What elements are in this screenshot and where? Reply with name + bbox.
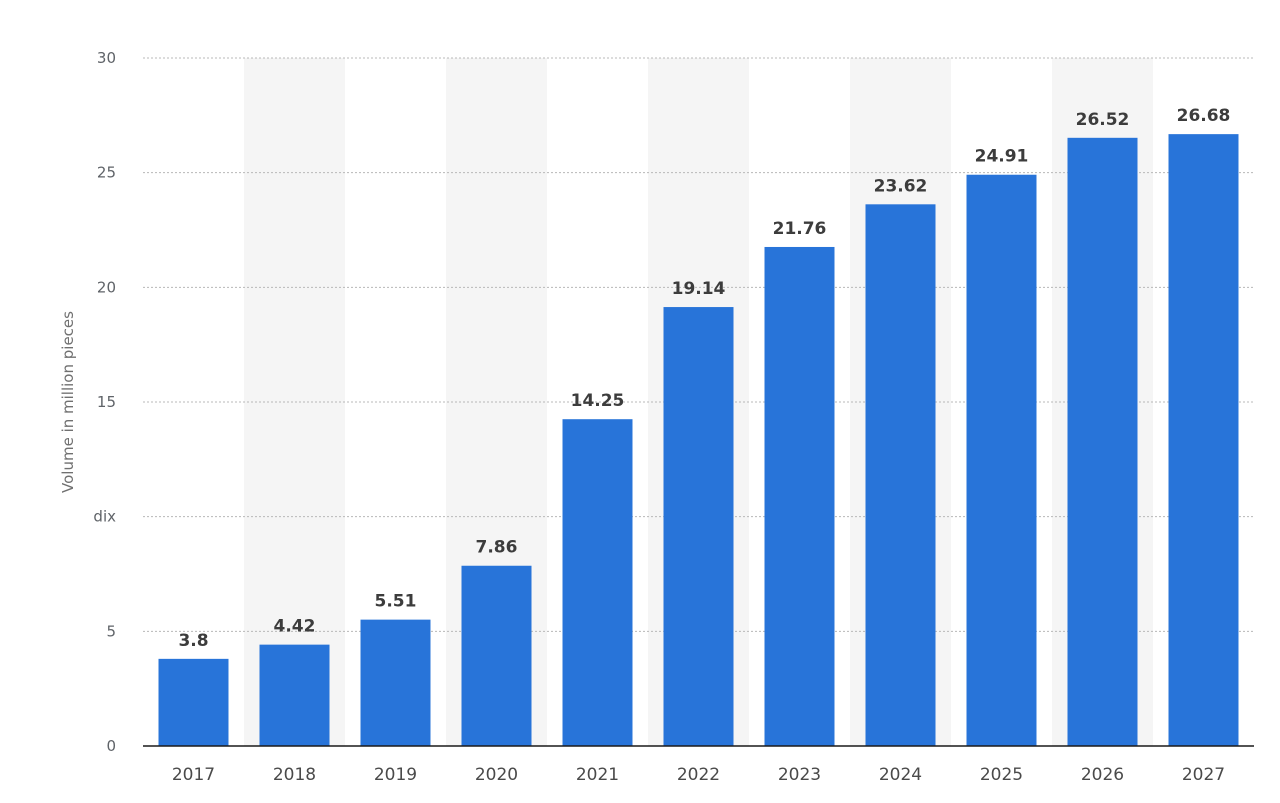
value-label-2020: 7.86 <box>476 538 518 558</box>
x-tick-label: 2020 <box>475 765 518 785</box>
bar-2017 <box>158 658 229 746</box>
value-label-2022: 19.14 <box>672 279 726 299</box>
value-label-2026: 26.52 <box>1076 110 1130 130</box>
bars: 3.8 4.42 5.51 7.86 14.25 19.14 21.76 23.62 24.91… <box>158 106 1239 747</box>
y-tick-label: 20 <box>97 278 116 296</box>
y-tick-label: 5 <box>106 622 116 640</box>
y-tick-label: 0 <box>106 737 116 755</box>
value-label-2024: 23.62 <box>874 176 928 196</box>
x-tick-label: 2021 <box>576 765 619 785</box>
x-tick-label: 2023 <box>778 765 821 785</box>
bar-2019 <box>360 619 431 746</box>
x-tick-label: 2024 <box>879 765 922 785</box>
bar-2026 <box>1067 137 1138 747</box>
bar-2020 <box>461 565 532 746</box>
y-tick-label: 25 <box>97 164 116 182</box>
y-tick-label: 30 <box>97 49 116 67</box>
x-tick-label: 2018 <box>273 765 316 785</box>
bar-2018 <box>259 644 330 746</box>
bar-2027 <box>1168 134 1239 746</box>
value-label-2023: 21.76 <box>773 219 827 239</box>
x-tick-label: 2019 <box>374 765 417 785</box>
y-tick-label: 15 <box>97 393 116 411</box>
value-label-2019: 5.51 <box>375 592 417 612</box>
x-tick-label: 2026 <box>1081 765 1124 785</box>
value-label-2021: 14.25 <box>571 391 625 411</box>
y-axis-ticks: 0 5 dix 15 20 25 30 <box>93 49 116 755</box>
value-label-2027: 26.68 <box>1177 106 1231 126</box>
y-tick-label: dix <box>93 508 116 526</box>
value-label-2018: 4.42 <box>274 617 316 637</box>
bar-2022 <box>663 307 734 746</box>
bar-2025 <box>966 174 1037 747</box>
x-tick-label: 2022 <box>677 765 720 785</box>
bar-2024 <box>865 204 936 746</box>
bar-2023 <box>764 246 835 746</box>
x-tick-label: 2025 <box>980 765 1023 785</box>
y-axis-label: Volume in million pieces <box>59 311 77 493</box>
bar-2021 <box>562 419 633 746</box>
x-tick-label: 2027 <box>1182 765 1225 785</box>
x-tick-label: 2017 <box>172 765 215 785</box>
value-label-2017: 3.8 <box>178 631 208 651</box>
value-label-2025: 24.91 <box>975 147 1029 167</box>
x-axis-ticks: 2017 2018 2019 2020 2021 2022 2023 2024 2025 2026… <box>172 765 1225 785</box>
